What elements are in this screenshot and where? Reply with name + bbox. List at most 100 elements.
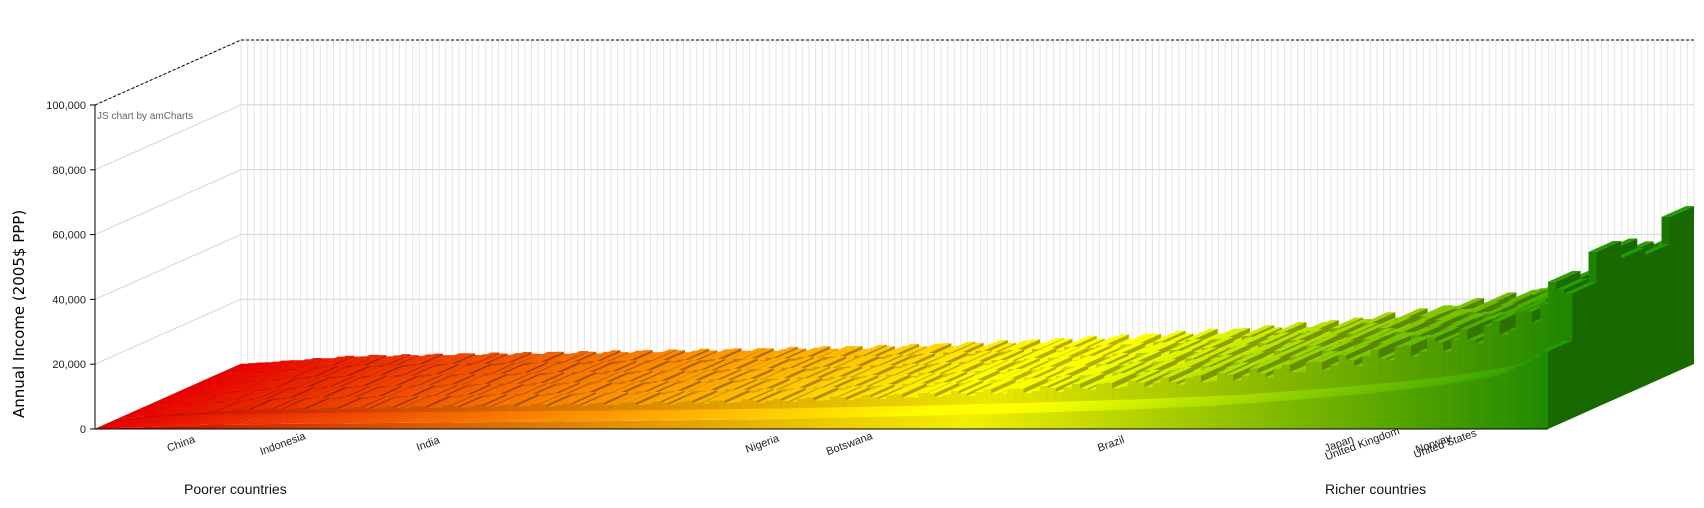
bar-front [490, 422, 500, 429]
bar [789, 407, 822, 429]
bar-top [393, 412, 427, 423]
bar [401, 412, 435, 429]
bar-front [700, 419, 709, 429]
bar-top [313, 386, 346, 398]
bar-front [1378, 392, 1387, 429]
bar-top [1225, 363, 1258, 375]
bar-front [385, 406, 395, 419]
bar-top [167, 415, 201, 427]
bar-front [321, 423, 330, 429]
bar [684, 409, 717, 429]
bar-top [143, 405, 176, 416]
x-tick-label: Brazil [1096, 434, 1126, 455]
bar-top [272, 387, 306, 399]
bar-front [1330, 396, 1339, 429]
side-grid-line [94, 298, 242, 365]
bar-top [329, 356, 363, 368]
bar-top [886, 405, 919, 417]
bar-front [595, 402, 605, 419]
bar-front [530, 421, 540, 429]
bar-front [878, 416, 887, 429]
bar-top [321, 388, 354, 400]
bar-front [1443, 384, 1452, 429]
bar-front [1394, 390, 1404, 429]
bar-top [805, 387, 838, 398]
bar-top [289, 358, 322, 369]
bar [878, 405, 911, 429]
bar-front [627, 420, 637, 429]
bar-top [208, 382, 241, 394]
bar-top [1354, 335, 1387, 347]
bar-top [321, 355, 354, 367]
bar-top [216, 400, 249, 412]
bar-front [1426, 386, 1436, 429]
bar [264, 413, 297, 429]
bar [886, 405, 919, 429]
bar-top [1088, 364, 1121, 375]
bar-top [353, 355, 387, 366]
bar-front [918, 415, 927, 429]
bar-top [934, 404, 967, 416]
bar-top [612, 362, 645, 373]
bar-top [1427, 327, 1460, 338]
bar-front [1491, 375, 1500, 429]
bar-front [272, 423, 282, 429]
bar-top [474, 373, 508, 385]
bar [1079, 400, 1113, 429]
bar-top [410, 374, 443, 386]
bar-top [781, 390, 814, 402]
bar-front [522, 421, 532, 429]
bar [660, 409, 693, 429]
bar-top [846, 375, 879, 386]
bar-top [531, 393, 564, 404]
bar-top [167, 394, 201, 406]
bar-top [361, 376, 395, 388]
bar [587, 410, 620, 429]
bar-top [1048, 346, 1081, 358]
bar-front [442, 405, 451, 419]
bar-top [684, 370, 717, 382]
bar-top [1040, 338, 1073, 350]
bar-front [1160, 377, 1170, 419]
bar-top [1306, 351, 1339, 362]
bar-top [547, 410, 580, 422]
bar [1249, 392, 1282, 429]
bar-top [345, 412, 378, 424]
bar-top [377, 387, 411, 398]
bar-top [789, 377, 822, 389]
bar-top [910, 373, 943, 385]
bar-top [1313, 387, 1347, 398]
bar-top [1023, 402, 1056, 413]
y-axis-title: Annual Income (2005$ PPP) [10, 210, 28, 418]
bar-front [652, 401, 661, 419]
bar-front [1217, 405, 1226, 429]
bar [676, 409, 709, 429]
bar [385, 412, 418, 429]
bar-top [1281, 389, 1314, 401]
bar [458, 411, 491, 429]
bar [627, 410, 661, 429]
x-tick-label: India [415, 434, 442, 454]
bar-top [700, 380, 734, 391]
bar-front [1176, 407, 1186, 429]
bar-top [1128, 333, 1162, 345]
bar-top [515, 362, 548, 373]
bar-top [845, 406, 879, 418]
bar [256, 413, 289, 429]
bar-top [1556, 278, 1589, 290]
bar-top [1120, 363, 1153, 375]
bar-front [1539, 351, 1549, 429]
y-tick-label: 0 [80, 424, 86, 436]
bar-top [1257, 391, 1290, 403]
bar-top [434, 411, 467, 423]
bar [797, 407, 830, 429]
bar-front [861, 394, 871, 419]
bar [999, 402, 1032, 429]
bar-top [168, 385, 201, 397]
bar-top [458, 383, 491, 395]
bar-top [854, 344, 887, 356]
bar-top [248, 399, 281, 411]
bar-front [1475, 378, 1484, 429]
bar-top [1427, 315, 1460, 327]
bar-front [1233, 404, 1242, 429]
